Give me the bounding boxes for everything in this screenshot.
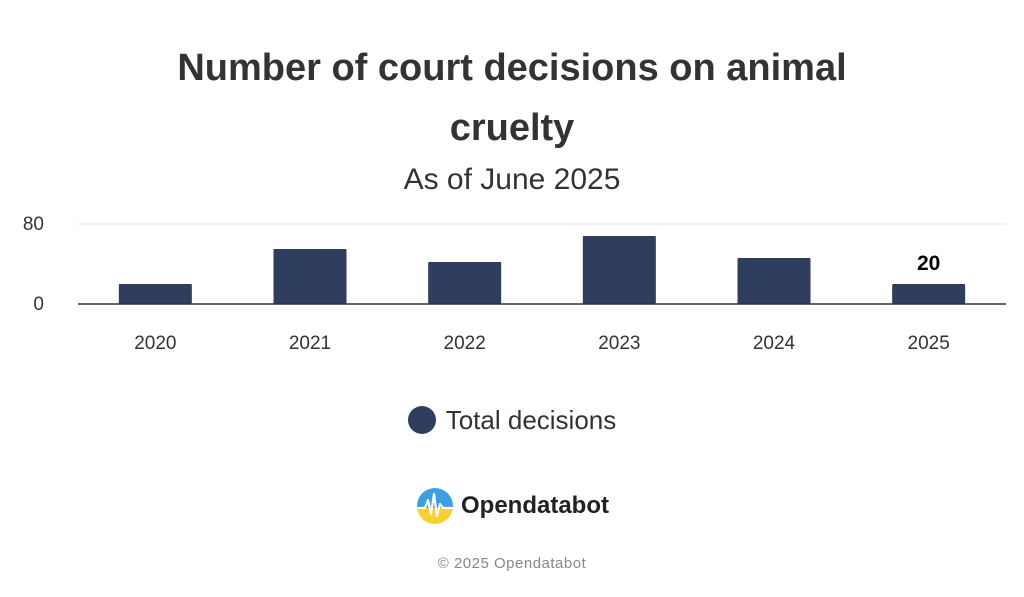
x-tick-label: 2023 (598, 333, 640, 354)
chart-subtitle: As of June 2025 (403, 163, 621, 196)
brand: Opendatabot (0, 484, 1024, 528)
data-label: 20 (917, 252, 940, 275)
bar[interactable] (118, 284, 192, 304)
y-tick-label: 0 (33, 294, 44, 315)
x-tick-label: 2021 (289, 333, 331, 354)
opendatabot-logo-icon (417, 488, 453, 524)
legend-swatch (407, 406, 436, 434)
bar[interactable] (428, 262, 502, 304)
x-tick-label: 2025 (908, 333, 950, 354)
bar[interactable] (892, 284, 966, 304)
x-tick-label: 2022 (444, 333, 486, 354)
legend[interactable]: Total decisions (0, 400, 1024, 440)
y-tick-label: 80 (23, 214, 44, 235)
credits: © 2025 Opendatabot (437, 555, 587, 572)
bar-chart: 0 80 2020 2021 2022 2023 2024 2025 20 (23, 214, 1006, 354)
x-tick-label: 2024 (753, 333, 796, 354)
bar[interactable] (582, 236, 656, 304)
bar[interactable] (273, 249, 347, 304)
legend-label[interactable]: Total decisions (445, 404, 617, 435)
bar[interactable] (737, 258, 811, 304)
x-tick-label: 2020 (134, 333, 176, 354)
chart-title: Number of court decisions on animal crue… (177, 47, 847, 149)
brand-name: Opendatabot (461, 492, 609, 519)
